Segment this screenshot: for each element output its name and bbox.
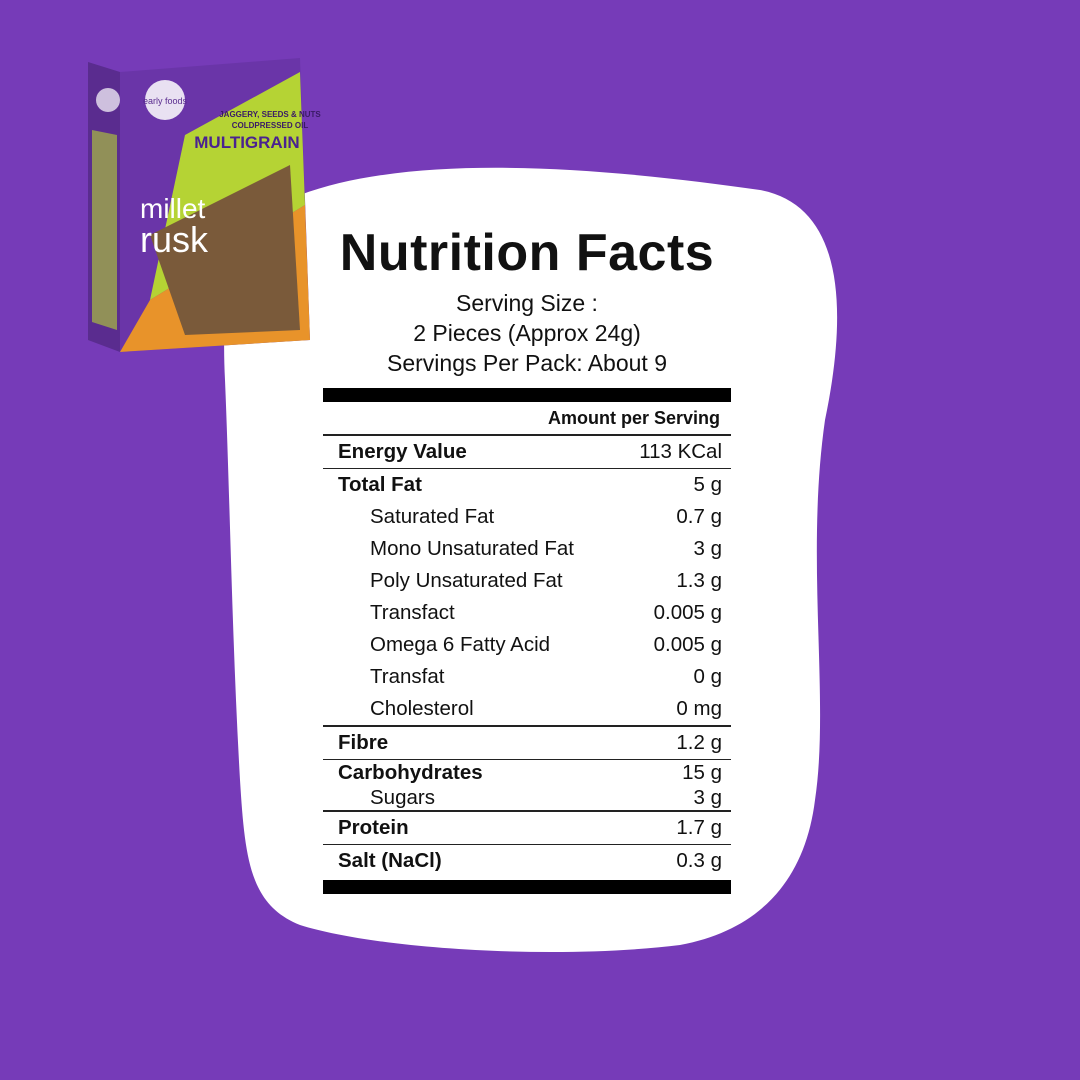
nutrient-row: Poly Unsaturated Fat 1.3 g: [323, 565, 731, 597]
nutrient-name: Carbohydrates: [338, 761, 483, 784]
nutrient-row: Saturated Fat 0.7 g: [323, 501, 731, 533]
amount-header: Amount per Serving: [547, 408, 720, 428]
nutrient-rows: Energy Value 113 KCal Total Fat 5 g Saturate…: [323, 434, 731, 877]
nutrient-name: Saturated Fat: [370, 505, 495, 528]
separator: [323, 758, 731, 760]
thick-rule: [323, 388, 731, 402]
nutrient-name: Total Fat: [338, 473, 422, 496]
label-title: Nutrition Facts: [339, 224, 715, 282]
nutrient-value: 0.7 g: [676, 505, 722, 528]
nutrient-value: 0 mg: [676, 697, 722, 720]
nutrient-row: Transfat 0 g: [323, 661, 731, 693]
nutrient-value: 1.2 g: [676, 730, 722, 754]
separator: [323, 810, 731, 812]
nutrient-name: Salt (NaCl): [338, 849, 442, 872]
nutrient-name: Transfat: [370, 665, 445, 688]
nutrient-name: Omega 6 Fatty Acid: [370, 633, 551, 656]
thick-rule: [323, 880, 731, 894]
nutrient-row: Protein 1.7 g: [323, 812, 731, 844]
nutrient-row: Salt (NaCl) 0.3 g: [323, 845, 731, 877]
nutrient-row: Energy Value 113 KCal: [323, 436, 731, 468]
nutrient-row: Carbohydrates 15 g: [323, 760, 731, 785]
separator: [323, 725, 731, 727]
nutrient-value: 1.3 g: [676, 569, 722, 592]
nutrient-value: 3 g: [693, 786, 723, 809]
serving-line: Serving Size :: [456, 290, 598, 316]
nutrient-name: Cholesterol: [370, 697, 474, 720]
nutrient-value: 15 g: [682, 761, 722, 784]
separator: [323, 843, 731, 845]
product-name: rusk: [140, 219, 209, 260]
nutrient-name: Transfact: [370, 601, 455, 624]
nutrient-name: Poly Unsaturated Fat: [370, 569, 563, 592]
nutrient-name: Protein: [338, 815, 409, 839]
nutrient-name: Sugars: [370, 786, 435, 809]
nutrient-row: Omega 6 Fatty Acid 0.005 g: [323, 629, 731, 661]
product-name: millet: [140, 193, 206, 224]
nutrient-value: 113 KCal: [639, 439, 722, 463]
nutrient-value: 3 g: [693, 537, 723, 560]
nutrient-row: Total Fat 5 g: [323, 469, 731, 501]
separator: [323, 467, 731, 469]
nutrient-value: 0.005 g: [653, 633, 722, 656]
nutrient-row: Sugars 3 g: [323, 785, 731, 810]
variant: MULTIGRAIN: [194, 133, 299, 152]
separator: [323, 434, 731, 436]
serving-line: Servings Per Pack: About 9: [387, 350, 667, 376]
nutrient-value: 1.7 g: [676, 815, 722, 839]
nutrient-row: Mono Unsaturated Fat 3 g: [323, 533, 731, 565]
brand: early foods: [143, 96, 188, 106]
nutrient-value: 0 g: [693, 665, 723, 688]
nutrient-name: Mono Unsaturated Fat: [370, 537, 574, 560]
nutrient-value: 0.3 g: [676, 849, 722, 872]
product-box: [88, 58, 310, 352]
nutrient-row: Fibre 1.2 g: [323, 727, 731, 759]
nutrition-label: Nutrition Facts Serving Size : 2 Pieces …: [323, 222, 731, 894]
nutrient-name: Energy Value: [338, 439, 467, 463]
label-backdrop: [224, 167, 838, 953]
nutrient-value: 0.005 g: [653, 601, 722, 624]
serving-line: 2 Pieces (Approx 24g): [413, 320, 641, 346]
tagline: COLDPRESSED OIL: [232, 121, 309, 130]
nutrient-name: Fibre: [338, 730, 389, 754]
nutrient-row: Transfact 0.005 g: [323, 597, 731, 629]
tagline: JAGGERY, SEEDS & NUTS: [219, 110, 321, 119]
nutrient-value: 5 g: [693, 473, 723, 496]
nutrient-row: Cholesterol 0 mg: [323, 693, 731, 725]
